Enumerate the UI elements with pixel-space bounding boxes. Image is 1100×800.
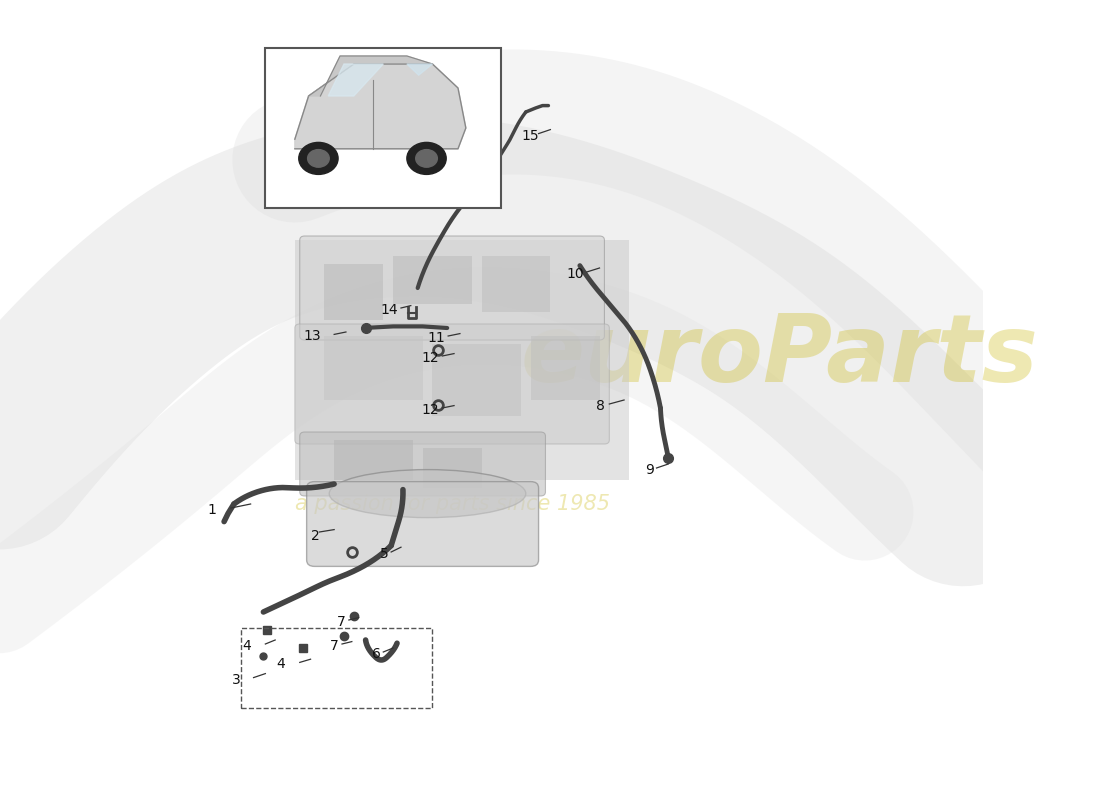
Polygon shape — [295, 64, 465, 149]
Text: 4: 4 — [276, 657, 285, 671]
Bar — [334, 440, 412, 480]
Bar — [393, 256, 472, 304]
Text: 7: 7 — [338, 615, 345, 630]
Text: 7: 7 — [330, 639, 339, 654]
FancyBboxPatch shape — [307, 482, 539, 566]
Polygon shape — [407, 64, 432, 75]
Bar — [324, 336, 422, 400]
Circle shape — [416, 150, 438, 167]
Text: euroParts: euroParts — [521, 310, 1038, 402]
Text: 15: 15 — [521, 129, 539, 143]
Text: a passion for parts since 1985: a passion for parts since 1985 — [295, 494, 609, 514]
Text: 4: 4 — [242, 638, 251, 653]
Text: 9: 9 — [645, 463, 653, 478]
Circle shape — [407, 142, 447, 174]
Text: 12: 12 — [421, 351, 439, 366]
Bar — [324, 264, 383, 320]
Ellipse shape — [329, 470, 526, 518]
FancyBboxPatch shape — [300, 236, 604, 340]
Bar — [530, 336, 600, 400]
Bar — [265, 48, 502, 208]
Bar — [422, 448, 482, 488]
Text: 11: 11 — [428, 331, 446, 346]
FancyBboxPatch shape — [295, 324, 609, 444]
Text: 6: 6 — [373, 647, 382, 662]
Polygon shape — [309, 56, 432, 96]
Text: 5: 5 — [379, 547, 388, 562]
Text: 14: 14 — [381, 303, 398, 318]
Polygon shape — [328, 64, 383, 96]
Circle shape — [299, 142, 338, 174]
Circle shape — [308, 150, 329, 167]
Text: 12: 12 — [421, 403, 439, 418]
Bar — [295, 240, 629, 480]
Text: 8: 8 — [595, 399, 604, 414]
FancyBboxPatch shape — [300, 432, 546, 496]
Text: 13: 13 — [304, 329, 321, 343]
Text: 1: 1 — [207, 502, 217, 517]
Text: 3: 3 — [232, 673, 241, 687]
Bar — [482, 256, 550, 312]
Text: 10: 10 — [566, 267, 584, 282]
Text: 2: 2 — [310, 529, 319, 543]
Bar — [241, 628, 432, 708]
Bar — [432, 344, 521, 416]
